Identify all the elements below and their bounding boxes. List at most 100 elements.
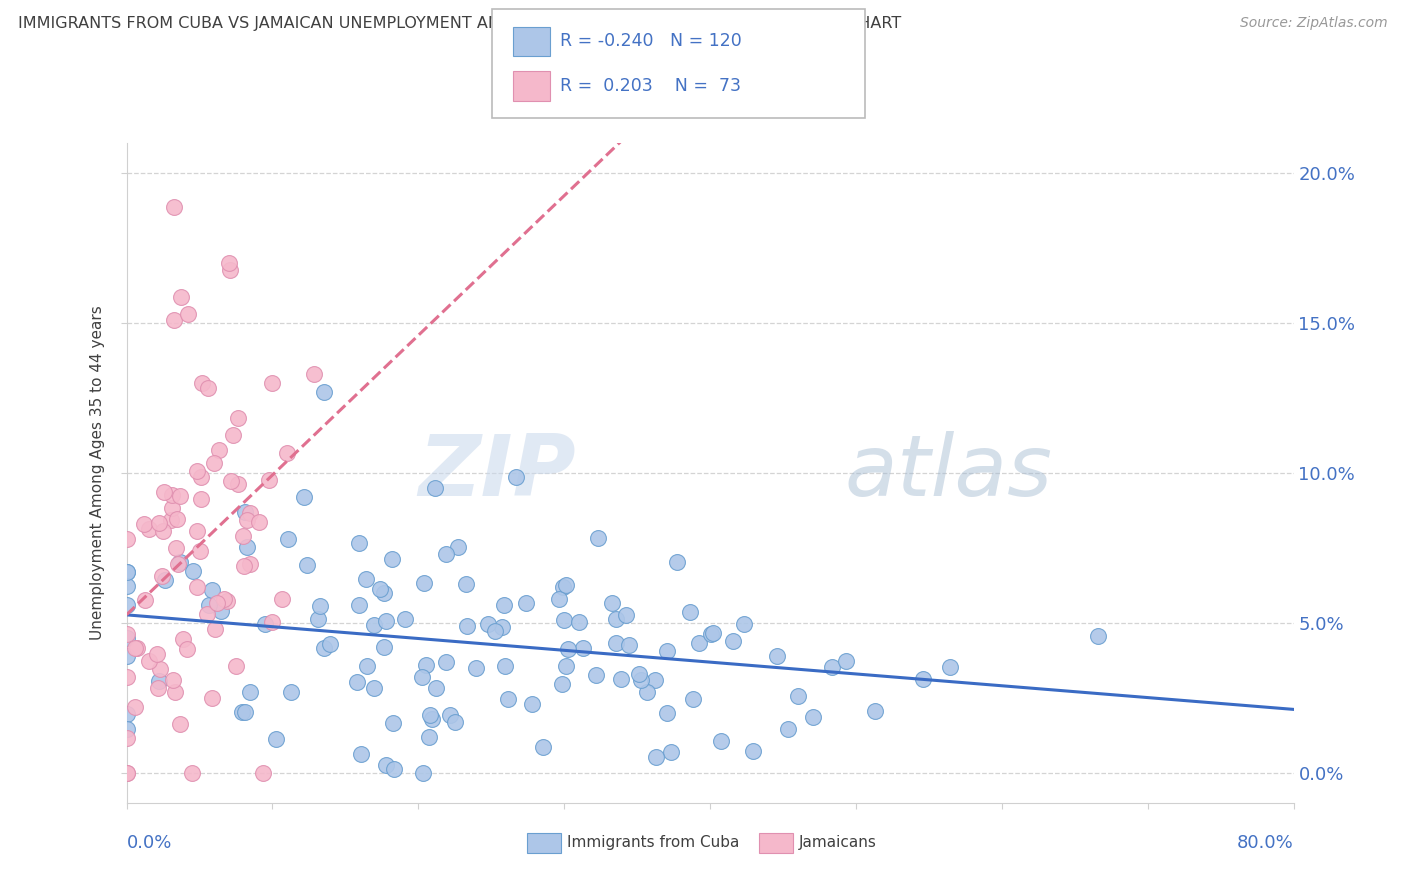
Point: [235, 505, 257, 519]
Point: [115, 631, 138, 645]
Point: [423, 481, 446, 495]
Point: [190, 469, 212, 483]
Point: [665, 555, 688, 569]
Point: [186, 524, 208, 538]
Point: [233, 706, 256, 720]
Point: [434, 547, 457, 561]
Point: [373, 640, 395, 655]
Point: [382, 762, 405, 776]
Point: [723, 634, 745, 648]
Point: [181, 765, 204, 780]
Point: [741, 744, 763, 758]
Point: [138, 522, 160, 536]
Point: [1087, 629, 1109, 643]
Point: [276, 446, 298, 460]
Point: [195, 607, 218, 621]
Point: [555, 659, 578, 673]
Point: [374, 758, 396, 772]
Point: [190, 544, 212, 558]
Point: [115, 579, 138, 593]
Point: [124, 699, 146, 714]
Text: R =  0.203    N =  73: R = 0.203 N = 73: [560, 77, 741, 95]
Point: [115, 670, 138, 684]
Point: [235, 513, 257, 527]
Point: [588, 531, 610, 545]
Point: [239, 506, 262, 520]
Point: [456, 576, 478, 591]
Point: [413, 576, 436, 591]
Point: [551, 677, 574, 691]
Point: [280, 684, 302, 698]
Point: [425, 681, 447, 695]
Point: [444, 715, 467, 730]
Point: [277, 532, 299, 546]
Text: R = -0.240   N = 120: R = -0.240 N = 120: [560, 32, 741, 50]
Point: [319, 637, 342, 651]
Text: Immigrants from Cuba: Immigrants from Cuba: [567, 836, 740, 850]
Text: 80.0%: 80.0%: [1237, 834, 1294, 852]
Point: [124, 640, 146, 655]
Point: [655, 644, 678, 658]
Point: [236, 540, 259, 554]
Point: [169, 717, 191, 731]
Point: [239, 685, 262, 699]
Point: [152, 524, 174, 538]
Point: [219, 263, 242, 277]
Point: [702, 626, 724, 640]
Point: [710, 734, 733, 748]
Point: [679, 605, 702, 619]
Point: [349, 598, 371, 612]
Point: [163, 313, 186, 327]
Point: [259, 473, 281, 487]
Point: [218, 256, 240, 270]
Point: [605, 636, 627, 650]
Point: [778, 722, 800, 736]
Point: [863, 704, 886, 718]
Point: [208, 442, 231, 457]
Text: Jamaicans: Jamaicans: [799, 836, 876, 850]
Point: [177, 307, 200, 321]
Point: [659, 745, 682, 759]
Point: [115, 706, 138, 721]
Point: [146, 681, 169, 696]
Point: [134, 517, 156, 532]
Point: [138, 654, 160, 668]
Point: [226, 477, 249, 491]
Point: [271, 592, 294, 607]
Point: [571, 641, 593, 656]
Point: [456, 619, 478, 633]
Point: [170, 290, 193, 304]
Point: [198, 598, 221, 612]
Point: [531, 739, 554, 754]
Point: [688, 636, 710, 650]
Point: [186, 580, 208, 594]
Point: [115, 599, 138, 613]
Point: [176, 641, 198, 656]
Point: [644, 673, 666, 687]
Text: Source: ZipAtlas.com: Source: ZipAtlas.com: [1240, 16, 1388, 30]
Point: [115, 731, 138, 745]
Point: [553, 613, 575, 627]
Point: [186, 464, 208, 478]
Point: [167, 557, 190, 571]
Point: [233, 559, 256, 574]
Text: 0.0%: 0.0%: [127, 834, 172, 852]
Point: [232, 529, 254, 543]
Point: [148, 673, 170, 688]
Point: [153, 485, 176, 500]
Point: [191, 376, 214, 390]
Point: [636, 685, 658, 699]
Point: [160, 488, 183, 502]
Point: [309, 599, 332, 613]
Point: [212, 592, 235, 607]
Point: [939, 660, 962, 674]
Point: [349, 747, 371, 761]
Point: [115, 722, 138, 736]
Text: atlas: atlas: [844, 431, 1052, 515]
Point: [264, 731, 287, 746]
Text: IMMIGRANTS FROM CUBA VS JAMAICAN UNEMPLOYMENT AMONG AGES 35 TO 44 YEARS CORRELAT: IMMIGRANTS FROM CUBA VS JAMAICAN UNEMPLO…: [18, 16, 901, 31]
Point: [181, 564, 204, 578]
Point: [247, 515, 270, 529]
Point: [492, 598, 515, 612]
Point: [835, 654, 858, 668]
